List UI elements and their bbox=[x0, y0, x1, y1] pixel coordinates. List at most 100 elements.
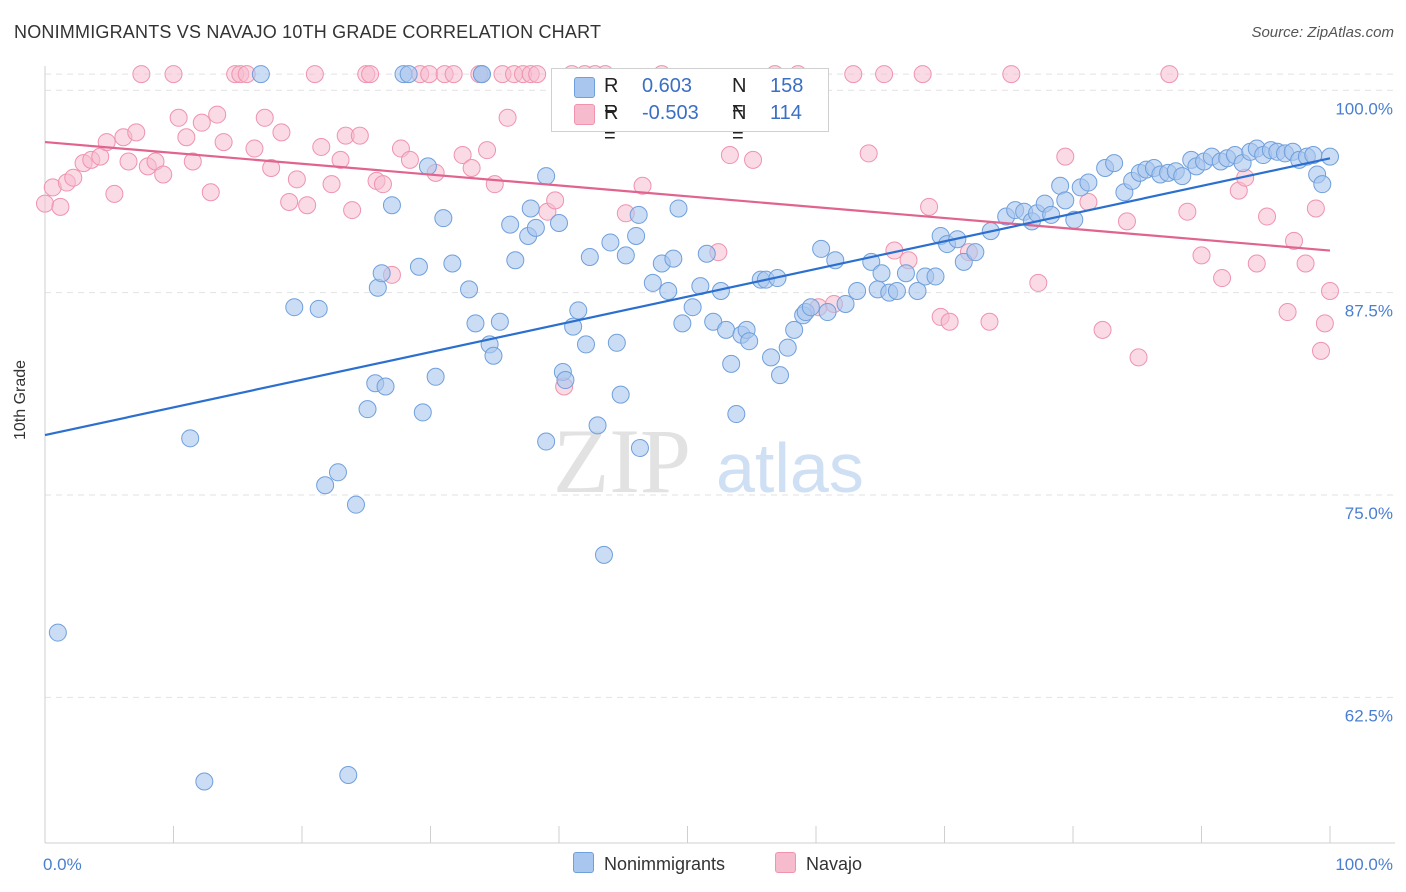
nonimmigrants-point bbox=[484, 346, 503, 365]
source-label: Source: ZipAtlas.com bbox=[1251, 24, 1394, 41]
nonimmigrants-point bbox=[316, 476, 335, 495]
navajo-point bbox=[177, 128, 196, 147]
navajo-point bbox=[1285, 231, 1304, 250]
nonimmigrants-point bbox=[778, 338, 797, 357]
navajo-point bbox=[420, 65, 439, 84]
navajo-point bbox=[1278, 303, 1297, 322]
navajo-trend-line bbox=[44, 140, 1331, 252]
bottom-legend-swatch-blue bbox=[573, 852, 594, 873]
bottom-legend-label: Navajo bbox=[806, 854, 863, 874]
nonimmigrants-point bbox=[526, 218, 545, 237]
navajo-point bbox=[119, 152, 138, 171]
navajo-point bbox=[1192, 246, 1211, 265]
nonimmigrants-point bbox=[1079, 173, 1098, 192]
navajo-point bbox=[633, 176, 652, 195]
y-tick-label: 75.0% bbox=[1345, 504, 1393, 523]
watermark-atlas: atlas bbox=[716, 429, 864, 507]
navajo-point bbox=[444, 65, 463, 84]
nonimmigrants-point bbox=[556, 371, 575, 390]
navajo-point bbox=[192, 113, 211, 132]
navajo-point bbox=[208, 105, 227, 124]
nonimmigrants-point bbox=[426, 367, 445, 386]
navajo-point bbox=[322, 175, 341, 194]
y-tick-label: 87.5% bbox=[1345, 302, 1393, 321]
legend-n-value: 158 bbox=[770, 75, 804, 97]
nonimmigrants-point bbox=[181, 429, 200, 448]
legend-n-label: N = bbox=[732, 102, 747, 147]
bottom-legend-navajo: Navajo bbox=[775, 852, 862, 875]
navajo-point bbox=[1178, 202, 1197, 221]
nonimmigrants-point bbox=[251, 65, 270, 84]
nonimmigrants-point bbox=[601, 233, 620, 252]
legend-n-value: 114 bbox=[770, 102, 802, 124]
nonimmigrants-point bbox=[413, 403, 432, 422]
watermark: ZIP atlas bbox=[553, 410, 864, 512]
navajo-point bbox=[331, 150, 350, 169]
navajo-point bbox=[980, 312, 999, 331]
y-tick-label: 62.5% bbox=[1345, 706, 1393, 725]
nonimmigrants-point bbox=[434, 209, 453, 228]
navajo-point bbox=[498, 108, 517, 127]
navajo-point bbox=[1296, 254, 1315, 273]
navajo-point bbox=[64, 168, 83, 187]
navajo-point bbox=[214, 133, 233, 152]
navajo-point bbox=[132, 65, 151, 84]
navajo-point bbox=[859, 144, 878, 163]
nonimmigrants-point bbox=[717, 320, 736, 339]
nonimmigrants-point bbox=[399, 65, 418, 84]
nonimmigrants-point bbox=[664, 249, 683, 268]
navajo-point bbox=[920, 197, 939, 216]
navajo-point bbox=[720, 146, 739, 165]
nonimmigrants-point bbox=[673, 314, 692, 333]
nonimmigrants-point bbox=[409, 257, 428, 276]
nonimmigrants-point bbox=[627, 226, 646, 245]
legend-n-label: N = bbox=[732, 75, 747, 120]
navajo-point bbox=[298, 196, 317, 215]
nonimmigrants-point bbox=[697, 244, 716, 263]
nonimmigrants-point bbox=[872, 264, 891, 283]
navajo-point bbox=[1093, 320, 1112, 339]
bottom-legend-nonimmigrants: Nonimmigrants bbox=[573, 852, 725, 875]
navajo-point bbox=[343, 201, 362, 220]
legend-r-label: R = bbox=[604, 102, 619, 147]
x-tick-label-min: 0.0% bbox=[43, 855, 82, 874]
navajo-point bbox=[272, 123, 291, 142]
legend-swatch-blue bbox=[574, 77, 595, 98]
navajo-point bbox=[1321, 282, 1339, 301]
nonimmigrants-point bbox=[727, 405, 746, 424]
legend-swatch-pink bbox=[574, 104, 595, 125]
nonimmigrants-point bbox=[848, 282, 867, 301]
navajo-point bbox=[373, 175, 392, 194]
navajo-point bbox=[1312, 341, 1331, 360]
navajo-point bbox=[453, 146, 472, 165]
nonimmigrants-point bbox=[669, 199, 688, 218]
navajo-point bbox=[164, 65, 183, 84]
nonimmigrants-point bbox=[537, 432, 556, 451]
navajo-point bbox=[478, 141, 497, 160]
nonimmigrants-point bbox=[506, 251, 525, 270]
watermark-zip: ZIP bbox=[553, 410, 691, 512]
nonimmigrants-point bbox=[285, 298, 304, 317]
navajo-point bbox=[201, 183, 220, 202]
nonimmigrants-point bbox=[611, 385, 630, 404]
nonimmigrants-point bbox=[683, 298, 702, 317]
nonimmigrants-point bbox=[1313, 175, 1332, 194]
navajo-point bbox=[1247, 254, 1266, 273]
navajo-point bbox=[287, 170, 306, 189]
nonimmigrants-point bbox=[887, 282, 906, 301]
nonimmigrants-point bbox=[908, 282, 927, 301]
y-tick-label: 100.0% bbox=[1335, 99, 1393, 118]
nonimmigrants-trend-line bbox=[44, 157, 1331, 437]
navajo-point bbox=[913, 65, 932, 84]
navajo-point bbox=[1315, 314, 1334, 333]
nonimmigrants-point bbox=[607, 333, 626, 352]
navajo-point bbox=[245, 139, 264, 158]
nonimmigrants-point bbox=[195, 772, 214, 791]
nonimmigrants-point bbox=[762, 348, 781, 367]
navajo-point bbox=[1029, 273, 1048, 292]
nonimmigrants-point bbox=[785, 320, 804, 339]
navajo-point bbox=[844, 65, 863, 84]
nonimmigrants-point bbox=[643, 273, 662, 292]
nonimmigrants-point bbox=[372, 264, 391, 283]
